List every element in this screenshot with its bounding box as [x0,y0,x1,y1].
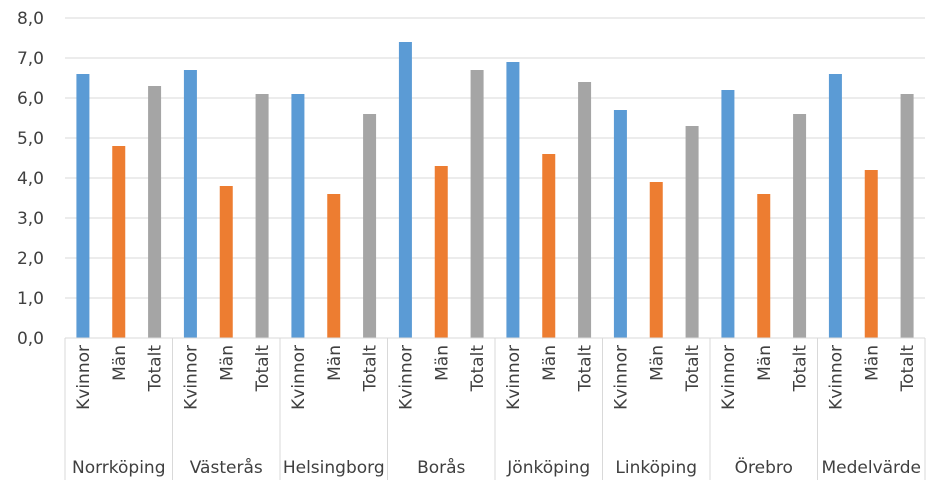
bar [363,114,377,338]
y-tick-label: 8,0 [17,9,44,29]
bar [76,74,90,338]
bar [793,114,807,338]
bar [506,62,520,338]
y-tick-label: 1,0 [17,289,44,309]
bar [470,70,484,338]
subcategory-label: Män [432,345,452,381]
bar [649,182,663,338]
y-tick-label: 3,0 [17,209,44,229]
bar [112,146,126,338]
bar [721,90,735,338]
group-label: Medelvärde [821,458,921,478]
subcategory-label: Totalt [146,345,166,393]
subcategory-label: Totalt [361,345,381,393]
bar [398,42,412,338]
bar [685,126,699,338]
group-label: Norrköping [72,458,166,478]
subcategory-label: Kvinnor [504,345,524,410]
bar [219,186,233,338]
group-label: Västerås [190,457,263,478]
subcategory-label: Män [540,345,560,381]
bar [148,86,162,338]
group-label: Jönköping [506,458,590,478]
bar [291,94,305,338]
bar [542,154,556,338]
bar [757,194,771,338]
category-labels: Kvinnor Män Totalt Norrköping Kvinnor Män Tota… [72,345,921,478]
subcategory-label: Totalt [576,345,596,393]
subcategory-label: Kvinnor [719,345,739,410]
subcategory-label: Män [862,345,882,381]
subcategory-label: Män [217,345,237,381]
subcategory-label: Kvinnor [74,345,94,410]
subcategory-label: Män [755,345,775,381]
y-tick-label: 7,0 [17,49,44,69]
y-tick-label: 5,0 [17,129,44,149]
bar [900,94,914,338]
bar [327,194,341,338]
subcategory-label: Kvinnor [181,345,201,410]
y-tick-label: 0,0 [17,329,44,349]
group-label: Borås [417,457,465,478]
y-tick-label: 4,0 [17,169,44,189]
subcategory-label: Män [110,345,130,381]
bar [578,82,592,338]
subcategory-label: Totalt [898,345,918,393]
group-label: Örebro [735,456,793,478]
subcategory-label: Totalt [468,345,488,393]
bar [183,70,197,338]
subcategory-label: Totalt [683,345,703,393]
subcategory-label: Totalt [791,345,811,393]
subcategory-label: Totalt [253,345,273,393]
subcategory-label: Kvinnor [611,345,631,410]
bars [76,42,914,338]
subcategory-label: Kvinnor [396,345,416,410]
bar [613,110,627,338]
gridlines [65,17,925,299]
subcategory-label: Kvinnor [289,345,309,410]
group-label: Helsingborg [283,458,385,478]
subcategory-label: Kvinnor [826,345,846,410]
category-axis [64,337,926,480]
subcategory-label: Män [325,345,345,381]
y-tick-label: 6,0 [17,89,44,109]
bar [255,94,269,338]
subcategory-label: Män [647,345,667,381]
bar [864,170,878,338]
y-axis-tick-labels: 0,0 1,0 2,0 3,0 4,0 5,0 6,0 7,0 8,0 [17,9,44,349]
y-tick-label: 2,0 [17,249,44,269]
bar [828,74,842,338]
bar [434,166,448,338]
group-label: Linköping [615,458,697,478]
